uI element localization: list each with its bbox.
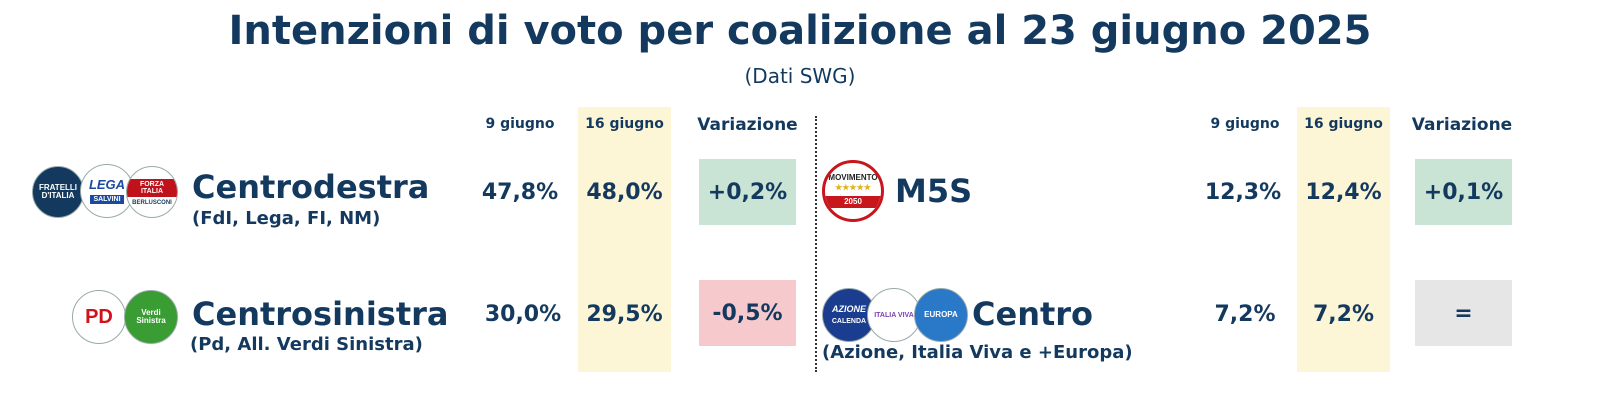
variation-label-m5s: +0,1% [1423,179,1504,205]
header-date2-right: 16 giugno [1304,116,1383,132]
header-variation-right: Variazione [1411,115,1513,135]
variation-m5s: +0,1% [1415,159,1512,225]
value-date1-centrodestra: 47,8% [481,180,559,205]
variation-centro: = [1415,280,1512,346]
italia-viva-logo-icon: ITALIA VIVA [867,288,921,342]
value-date2-centrosinistra: 29,5% [586,302,663,327]
value-date2-m5s: 12,4% [1305,180,1382,205]
coalition-parties-centro: (Azione, Italia Viva e +Europa) [822,342,1133,363]
variation-label-centro: = [1454,300,1473,326]
avs-logo-icon: Verdi Sinistra [124,290,178,344]
value-date2-centrodestra: 48,0% [586,180,663,205]
header-date2-left: 16 giugno [585,116,664,132]
coalition-name-centrodestra: Centrodestra [192,168,430,206]
chart-title: Intenzioni di voto per coalizione al 23 … [228,8,1372,54]
fdi-logo-icon: FRATELLI D'ITALIA [32,166,84,218]
coalition-parties-centrodestra: (FdI, Lega, FI, NM) [192,208,381,229]
value-date2-centro: 7,2% [1312,302,1374,327]
variation-label-centrosinistra: -0,5% [712,300,783,326]
header-date1-left: 9 giugno [485,116,555,132]
value-date1-centro: 7,2% [1214,302,1276,327]
header-variation-left: Variazione [697,115,798,135]
value-date1-m5s: 12,3% [1204,180,1282,205]
header-date1-right: 9 giugno [1210,116,1280,132]
chart-subtitle: (Dati SWG) [744,64,856,88]
coalition-name-centro: Centro [972,295,1094,333]
stars-icon: ★★★★★ [835,183,871,192]
variation-label-centrodestra: +0,2% [707,179,788,205]
column-divider [815,116,817,372]
m5s-logo-icon: MOVIMENTO ★★★★★ 2050 [822,160,884,222]
highlight-column-left [578,107,671,372]
coalition-parties-centrosinistra: (Pd, All. Verdi Sinistra) [190,334,423,355]
highlight-column-right [1297,107,1390,372]
pd-logo-icon: PD [72,290,126,344]
variation-centrosinistra: -0,5% [699,280,796,346]
variation-centrodestra: +0,2% [699,159,796,225]
coalition-name-centrosinistra: Centrosinistra [192,295,449,333]
lega-logo-icon: LEGA SALVINI [80,164,134,218]
value-date1-centrosinistra: 30,0% [484,302,562,327]
europa-logo-icon: EUROPA [914,288,968,342]
coalition-name-m5s: M5S [895,172,973,210]
fi-logo-icon: FORZA ITALIA BERLUSCONI [126,166,178,218]
